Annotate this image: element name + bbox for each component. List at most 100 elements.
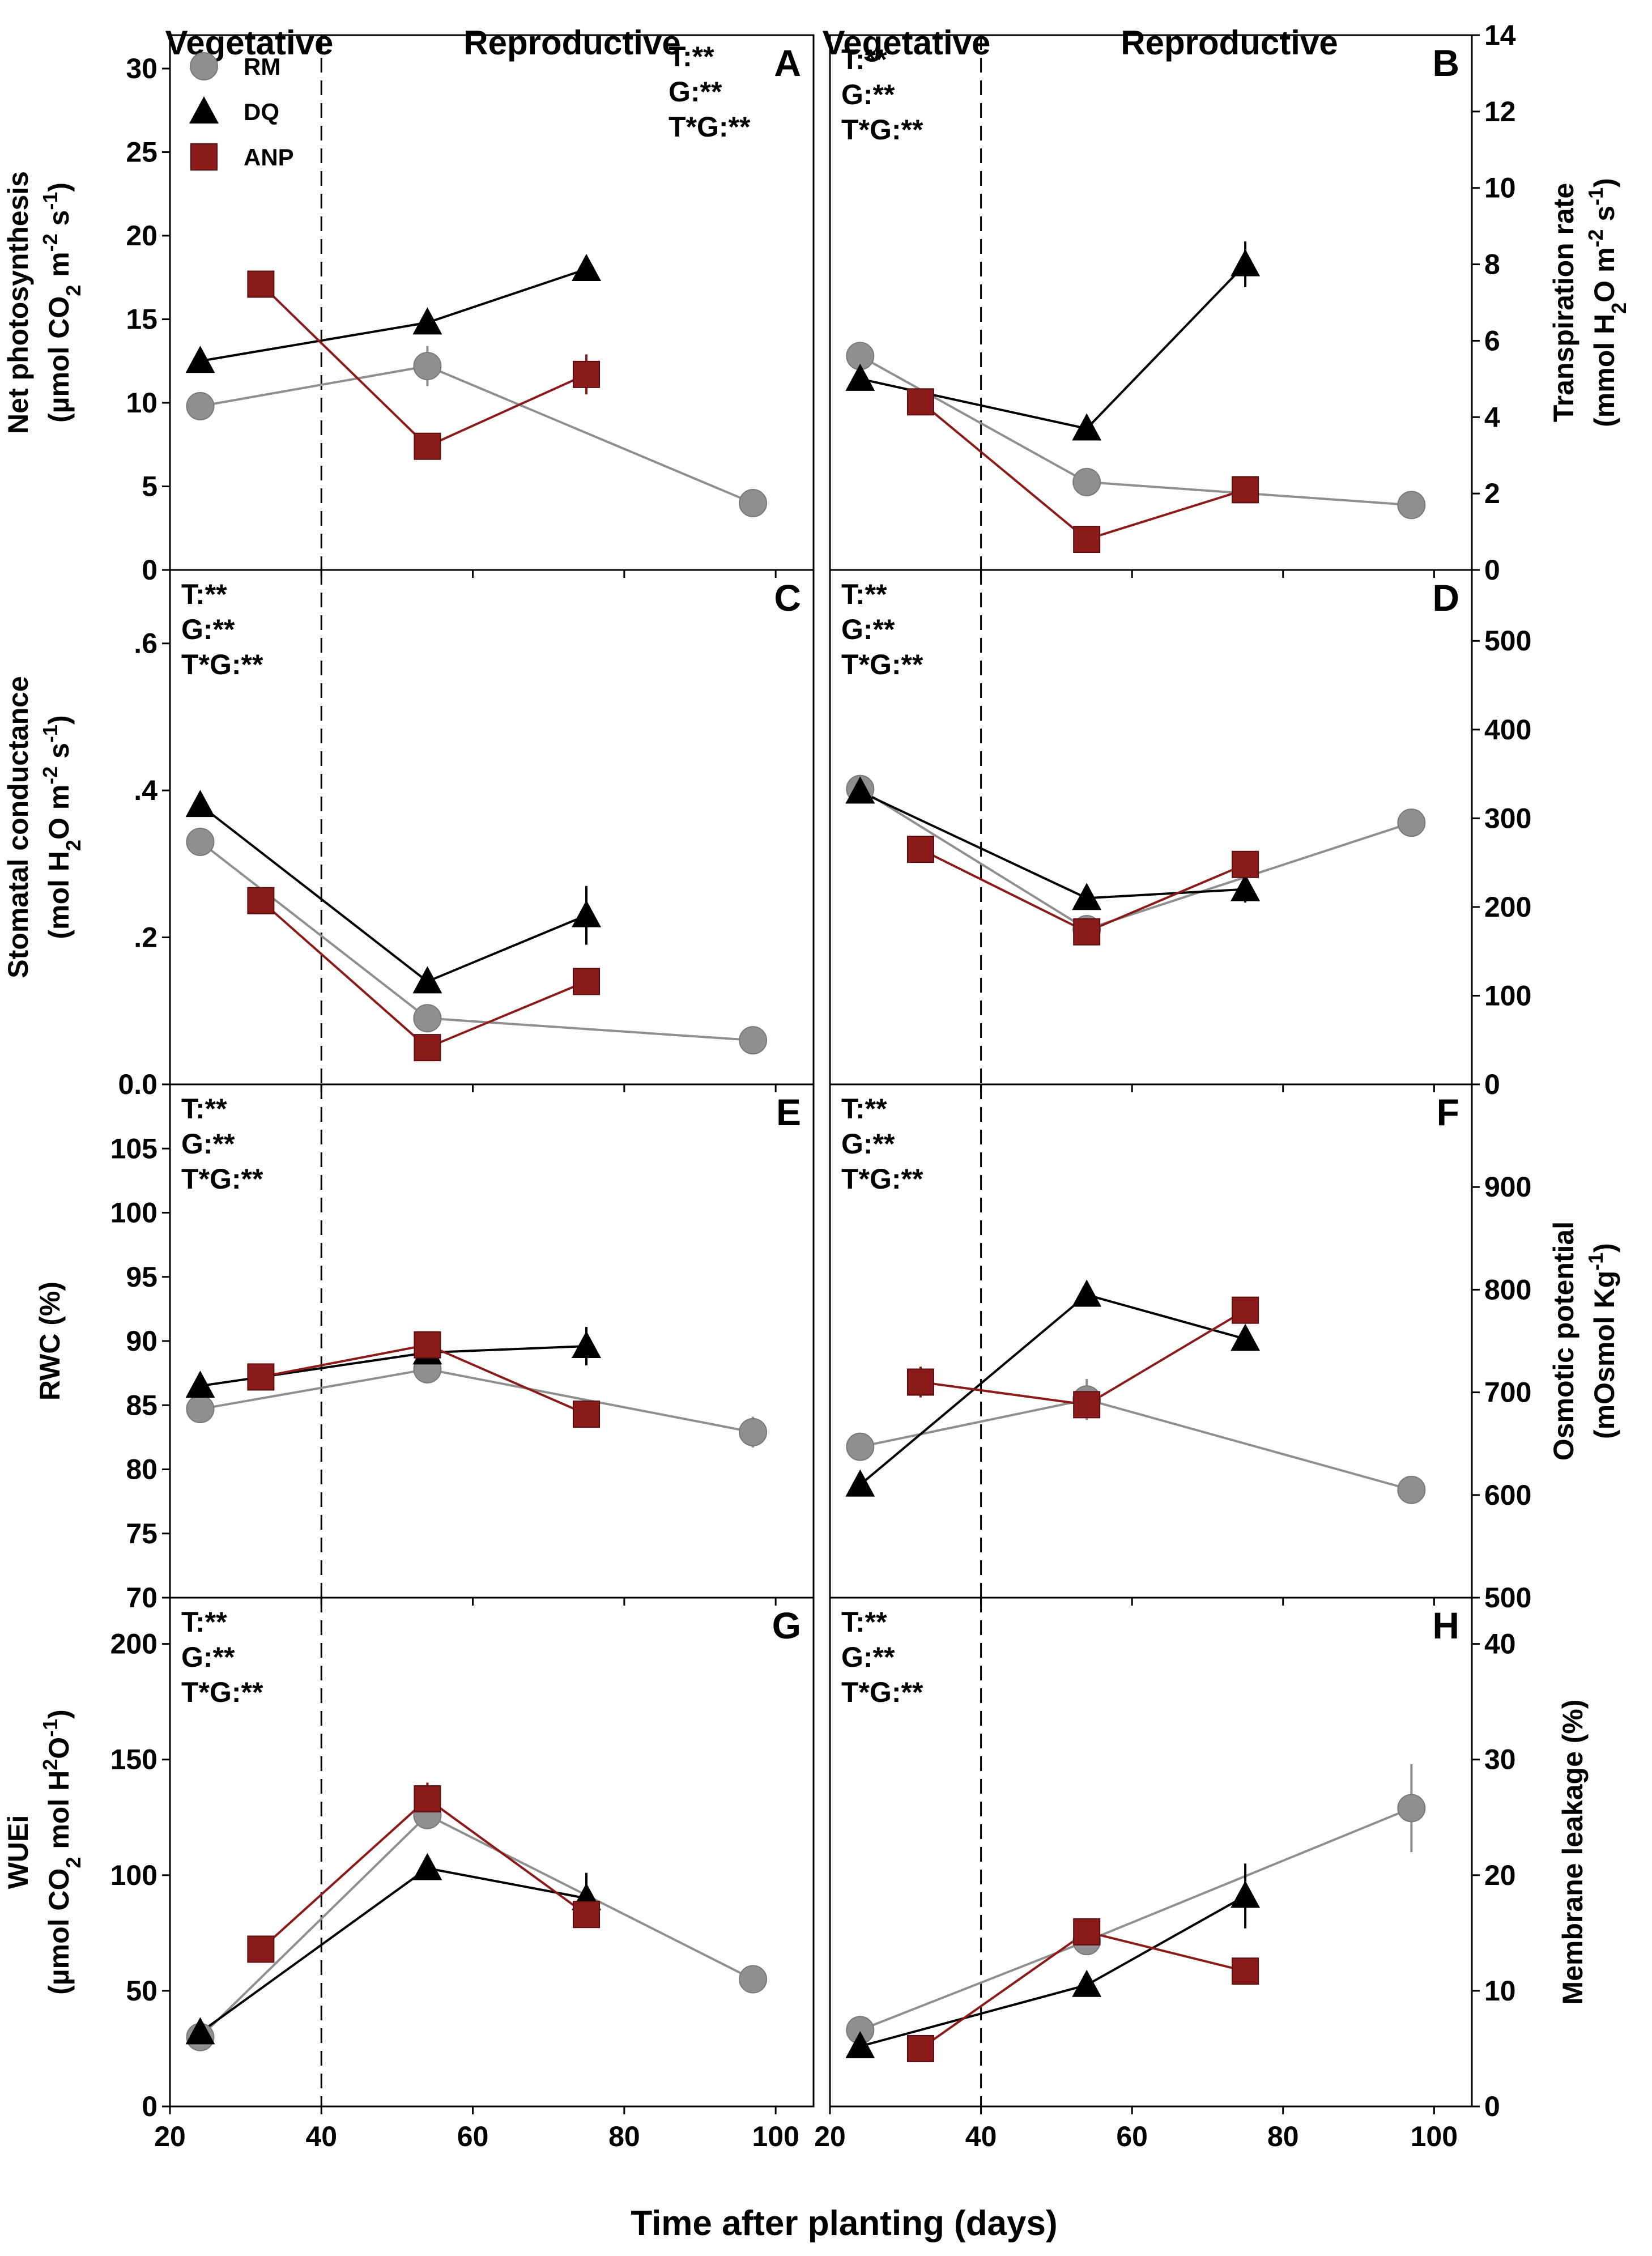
- marker-anp: [1232, 850, 1259, 878]
- y-tick-label-a: 10: [126, 387, 157, 419]
- marker-rm: [413, 352, 442, 381]
- stat-annotation-c: T:**: [181, 578, 227, 610]
- x-tick-label-h: 100: [1411, 2121, 1458, 2152]
- x-tick-label-g: 100: [752, 2121, 799, 2152]
- marker-dq: [1072, 413, 1102, 441]
- y-tick-label-b: 14: [1484, 19, 1516, 51]
- marker-rm: [739, 1965, 768, 1994]
- y-axis-title-a: Net photosynthesis: [2, 171, 34, 434]
- superscript: -1: [39, 1719, 62, 1737]
- y-tick-label-f: 500: [1484, 1582, 1531, 1614]
- y-tick-label-e: 80: [126, 1454, 157, 1485]
- y-tick-label-a: 25: [126, 137, 157, 168]
- y-tick-label-c: .6: [134, 628, 157, 659]
- phase-label-vegetative-left: Vegetative: [165, 24, 334, 62]
- subscript: 2: [62, 285, 85, 296]
- panel-f-frame: [829, 1083, 1473, 1599]
- stat-annotation-a: T:**: [669, 41, 714, 73]
- marker-rm: [1397, 1794, 1426, 1823]
- superscript: -2: [1584, 229, 1607, 248]
- series-line-rm-e: [200, 1368, 753, 1433]
- marker-anp: [1073, 526, 1101, 554]
- marker-rm: [186, 391, 215, 420]
- marker-anp: [573, 1901, 601, 1929]
- stat-annotation-g: T*G:**: [181, 1676, 263, 1708]
- stat-annotation-b: T:**: [841, 44, 887, 75]
- panel-c-frame: [169, 569, 815, 1086]
- stat-annotation-c: G:**: [181, 614, 235, 645]
- x-tick-label-h: 80: [1267, 2121, 1299, 2152]
- y-tick-label-e: 105: [110, 1133, 157, 1164]
- marker-rm: [739, 1418, 768, 1446]
- x-tick-label-g: 80: [608, 2121, 640, 2152]
- x-axis-title: Time after planting (days): [631, 2204, 1057, 2243]
- marker-dq: [845, 776, 875, 804]
- label-run: ): [1589, 178, 1620, 188]
- marker-dq: [185, 2017, 215, 2045]
- marker-dq: [1231, 1880, 1261, 1908]
- label-run: ): [43, 1709, 75, 1719]
- marker-dq: [185, 346, 215, 373]
- series-line-rm-f: [859, 1398, 1412, 1491]
- stat-annotation-e: T*G:**: [181, 1163, 263, 1195]
- y-axis-title-a: (µmol CO2 m-2 s-1): [39, 182, 85, 423]
- y-tick-label-h: 30: [1484, 1744, 1516, 1776]
- panel-letter-h: H: [1432, 1604, 1459, 1646]
- panel-a: 0 5 10 15 20 25 30 Net photosynthesis (µmol CO2 …: [2, 34, 815, 586]
- marker-anp: [906, 1368, 934, 1396]
- superscript: -2: [39, 233, 62, 252]
- marker-anp: [414, 1785, 441, 1813]
- marker-dq: [1072, 1279, 1102, 1307]
- legend-item-anp: ANP: [190, 143, 294, 171]
- marker-dq: [1072, 1969, 1102, 1997]
- label-run: Net photosynthesis: [2, 171, 34, 434]
- marker-anp: [1232, 476, 1259, 504]
- marker-rm: [190, 52, 218, 80]
- y-tick-label-f: 700: [1484, 1377, 1531, 1408]
- y-tick-label-b: 8: [1484, 249, 1500, 280]
- marker-anp: [906, 2034, 934, 2062]
- marker-dq: [1072, 883, 1102, 910]
- x-tick-label-g: 60: [457, 2121, 489, 2152]
- label-run: s: [43, 210, 75, 234]
- y-tick-label-g: 100: [110, 1859, 157, 1891]
- y-tick-label-f: 900: [1484, 1171, 1531, 1203]
- y-axis-title-b: (mmol H2O m-2 s-1): [1584, 178, 1630, 427]
- y-tick-label-d: 100: [1484, 980, 1531, 1011]
- stat-annotation-h: G:**: [841, 1641, 895, 1673]
- stat-annotation-b: T*G:**: [841, 114, 923, 146]
- marker-rm: [413, 1004, 442, 1033]
- legend-label-anp: ANP: [244, 144, 294, 171]
- marker-anp: [906, 388, 934, 416]
- subscript: 2: [1607, 303, 1630, 314]
- y-axis-title-b: Transpiration rate: [1548, 183, 1579, 422]
- marker-dq: [572, 900, 602, 927]
- subscript: 2: [62, 1857, 85, 1868]
- label-run: mol H: [43, 1770, 75, 1857]
- panel-letter-a: A: [774, 42, 801, 84]
- panel-e-frame: [169, 1083, 815, 1599]
- label-run: RWC (%): [34, 1282, 66, 1401]
- series-line-rm-g: [199, 1814, 753, 2038]
- marker-dq: [412, 307, 442, 335]
- marker-dq: [845, 363, 875, 391]
- y-tick-label-h: 0: [1484, 2091, 1500, 2122]
- marker-rm: [1072, 467, 1101, 496]
- y-axis-title-f: Osmotic potential: [1548, 1221, 1579, 1461]
- label-run: (µmol CO: [43, 296, 75, 423]
- marker-rm: [739, 489, 768, 517]
- label-run: s: [1589, 206, 1620, 229]
- stat-annotation-f: T*G:**: [841, 1163, 923, 1195]
- marker-anp: [1232, 1296, 1259, 1324]
- label-run: (mmol H: [1589, 314, 1620, 427]
- marker-anp: [414, 1034, 441, 1062]
- stat-annotation-a: G:**: [669, 76, 722, 108]
- stat-annotation-b: G:**: [841, 79, 895, 110]
- y-tick-label-c: .2: [134, 922, 157, 954]
- label-run: (mol H: [43, 851, 75, 939]
- y-tick-label-e: 95: [126, 1261, 157, 1293]
- phase-label-reproductive-left: Reproductive: [463, 24, 680, 62]
- y-tick-label-e: 100: [110, 1197, 157, 1229]
- y-tick-label-d: 500: [1484, 625, 1531, 657]
